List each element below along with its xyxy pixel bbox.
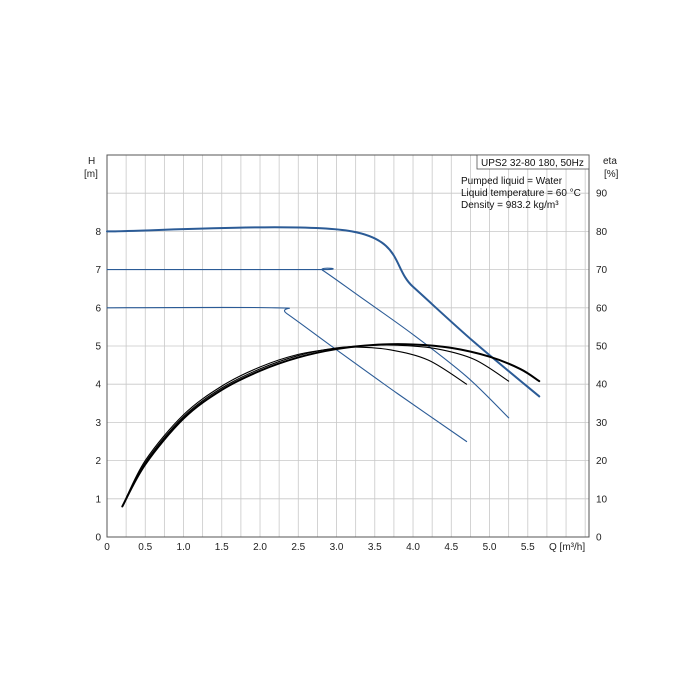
- left-axis-symbol: H: [88, 156, 95, 167]
- y-tick-label: 7: [95, 265, 101, 276]
- y-tick-label: 8: [95, 227, 101, 238]
- left-axis-unit: [m]: [84, 169, 98, 180]
- y2-tick-label: 70: [596, 265, 608, 276]
- y-tick-label: 2: [95, 456, 101, 467]
- x-axis-label: Q [m³/h]: [549, 542, 585, 553]
- y2-tick-label: 50: [596, 342, 608, 353]
- x-tick-label: 5.0: [483, 542, 497, 553]
- x-tick-label: 3.5: [368, 542, 382, 553]
- series-layer: [106, 226, 541, 508]
- y-tick-label: 0: [95, 533, 101, 544]
- y2-tick-label: 30: [596, 418, 608, 429]
- efficiency-curve-6: [121, 346, 468, 507]
- y-tick-label: 4: [95, 380, 101, 391]
- y2-tick-label: 20: [596, 456, 608, 467]
- plot-frame: [106, 154, 590, 538]
- head-curve-1: [106, 226, 541, 398]
- right-axis-unit: [%]: [604, 169, 619, 180]
- y-tick-label: 1: [95, 494, 101, 505]
- x-tick-label: 4.0: [406, 542, 420, 553]
- y2-tick-label: 80: [596, 227, 608, 238]
- grid: [107, 155, 589, 537]
- x-tick-label: 0: [104, 542, 110, 553]
- head-curve-3: [106, 306, 468, 443]
- efficiency-curve-4: [121, 343, 541, 508]
- y-tick-label: 5: [95, 342, 101, 353]
- y2-tick-label: 90: [596, 189, 608, 200]
- annotation-temperature: Liquid temperature = 60 °C: [461, 188, 581, 199]
- x-tick-label: 2.0: [253, 542, 267, 553]
- x-tick-label: 0.5: [138, 542, 152, 553]
- x-tick-label: 1.0: [177, 542, 191, 553]
- tick-labels: 0 0.5 1.0 1.5 2.0 2.5 3.0 3.5 4.0 4.5 5.0 5.5 0 1 2 3 4 5…: [95, 189, 607, 553]
- y2-tick-label: 10: [596, 494, 608, 505]
- annotation-liquid: Pumped liquid = Water: [461, 176, 563, 187]
- y-tick-label: 3: [95, 418, 101, 429]
- chart-title: UPS2 32-80 180, 50Hz: [481, 158, 584, 169]
- y2-tick-label: 40: [596, 380, 608, 391]
- right-axis-symbol: eta: [603, 156, 617, 167]
- title-box: [476, 154, 590, 170]
- y-tick-label: 6: [95, 303, 101, 314]
- y2-tick-label: 0: [596, 533, 602, 544]
- annotation-density: Density = 983.2 kg/m³: [461, 200, 559, 211]
- x-tick-label: 2.5: [291, 542, 305, 553]
- head-curve-2: [106, 267, 510, 419]
- x-tick-label: 1.5: [215, 542, 229, 553]
- y2-tick-label: 60: [596, 303, 608, 314]
- x-tick-label: 4.5: [444, 542, 458, 553]
- efficiency-curve-5: [121, 344, 510, 507]
- x-tick-label: 5.5: [521, 542, 535, 553]
- x-tick-label: 3.0: [330, 542, 344, 553]
